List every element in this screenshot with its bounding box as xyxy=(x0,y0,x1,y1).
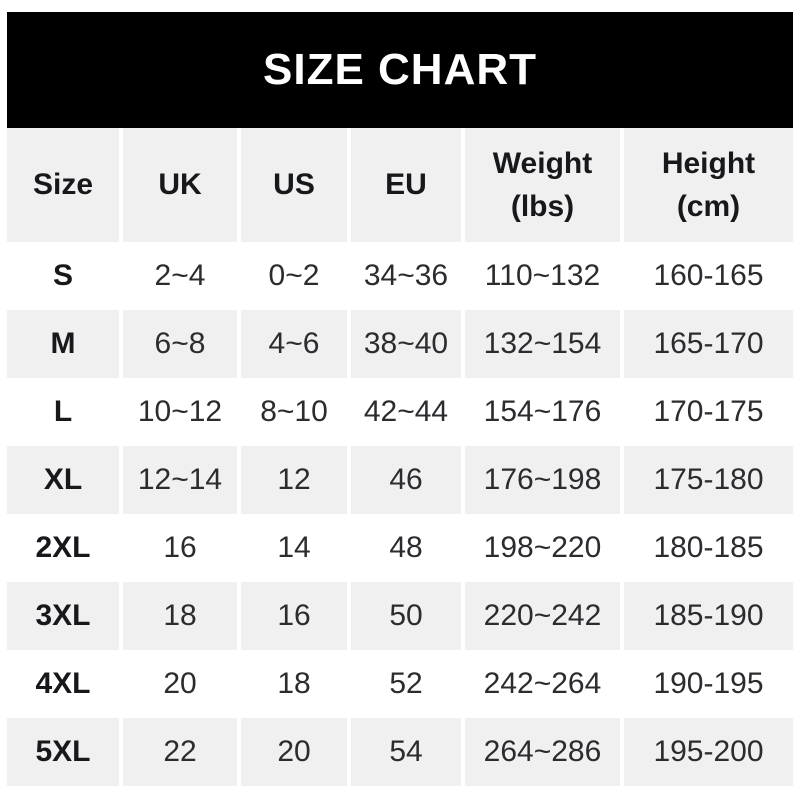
size-label-cell: 2XL xyxy=(35,531,91,564)
size-label-cell: 5XL xyxy=(7,718,119,786)
table-row: 5XL 22 20 54 264~286 195-200 xyxy=(7,718,793,786)
value-cell: 0~2 xyxy=(268,259,320,292)
value-cell: 54 xyxy=(351,718,461,786)
table-row: M 6~8 4~6 38~40 132~154 165-170 xyxy=(7,310,793,378)
value-cell: 20 xyxy=(163,667,197,700)
size-label-cell: S xyxy=(52,259,73,292)
table-row: L 10~12 8~10 42~44 154~176 170-175 xyxy=(7,378,793,446)
page-title: SIZE CHART xyxy=(263,45,537,94)
column-header-us: US xyxy=(241,128,347,242)
size-table-body: S 2~4 0~2 34~36 110~132 160-165 M 6~8 4~6 38~40 13… xyxy=(7,242,793,786)
value-cell: 220~242 xyxy=(465,582,620,650)
value-cell: 18 xyxy=(123,582,237,650)
value-cell: 22 xyxy=(123,718,237,786)
value-cell: 132~154 xyxy=(465,310,620,378)
value-cell: 18 xyxy=(277,667,311,700)
value-cell: 38~40 xyxy=(351,310,461,378)
size-table: Size UK US EU Weight (lbs) Height (cm) S… xyxy=(7,128,793,786)
banner: SIZE CHART xyxy=(7,12,793,128)
value-cell: 190-195 xyxy=(653,667,764,700)
value-cell: 195-200 xyxy=(624,718,793,786)
value-cell: 20 xyxy=(241,718,347,786)
column-header-weight: Weight (lbs) xyxy=(465,128,620,242)
column-header-uk: UK xyxy=(123,128,237,242)
size-label-cell: 3XL xyxy=(7,582,119,650)
value-cell: 10~12 xyxy=(137,395,223,428)
size-label-cell: M xyxy=(7,310,119,378)
table-row: S 2~4 0~2 34~36 110~132 160-165 xyxy=(7,242,793,310)
value-cell: 175-180 xyxy=(624,446,793,514)
value-cell: 14 xyxy=(277,531,311,564)
size-label-cell: XL xyxy=(7,446,119,514)
value-cell: 2~4 xyxy=(154,259,206,292)
size-label-cell: 4XL xyxy=(35,667,91,700)
value-cell: 154~176 xyxy=(483,395,602,428)
value-cell: 264~286 xyxy=(465,718,620,786)
value-cell: 176~198 xyxy=(465,446,620,514)
value-cell: 165-170 xyxy=(624,310,793,378)
value-cell: 12 xyxy=(241,446,347,514)
value-cell: 4~6 xyxy=(241,310,347,378)
value-cell: 34~36 xyxy=(363,259,449,292)
table-row: XL 12~14 12 46 176~198 175-180 xyxy=(7,446,793,514)
value-cell: 242~264 xyxy=(483,667,602,700)
value-cell: 16 xyxy=(163,531,197,564)
value-cell: 198~220 xyxy=(483,531,602,564)
value-cell: 52 xyxy=(389,667,423,700)
column-header-height: Height (cm) xyxy=(624,128,793,242)
size-label-cell: L xyxy=(53,395,73,428)
value-cell: 185-190 xyxy=(624,582,793,650)
value-cell: 48 xyxy=(389,531,423,564)
value-cell: 42~44 xyxy=(363,395,449,428)
value-cell: 8~10 xyxy=(260,395,328,428)
column-header-size: Size xyxy=(7,128,119,242)
value-cell: 50 xyxy=(351,582,461,650)
value-cell: 160-165 xyxy=(653,259,764,292)
value-cell: 46 xyxy=(351,446,461,514)
value-cell: 170-175 xyxy=(653,395,764,428)
table-header-row: Size UK US EU Weight (lbs) Height (cm) xyxy=(7,128,793,242)
table-row: 2XL 16 14 48 198~220 180-185 xyxy=(7,514,793,582)
value-cell: 6~8 xyxy=(123,310,237,378)
value-cell: 12~14 xyxy=(123,446,237,514)
column-header-eu: EU xyxy=(351,128,461,242)
value-cell: 180-185 xyxy=(653,531,764,564)
table-row: 3XL 18 16 50 220~242 185-190 xyxy=(7,582,793,650)
value-cell: 110~132 xyxy=(484,259,601,292)
table-row: 4XL 20 18 52 242~264 190-195 xyxy=(7,650,793,718)
value-cell: 16 xyxy=(241,582,347,650)
